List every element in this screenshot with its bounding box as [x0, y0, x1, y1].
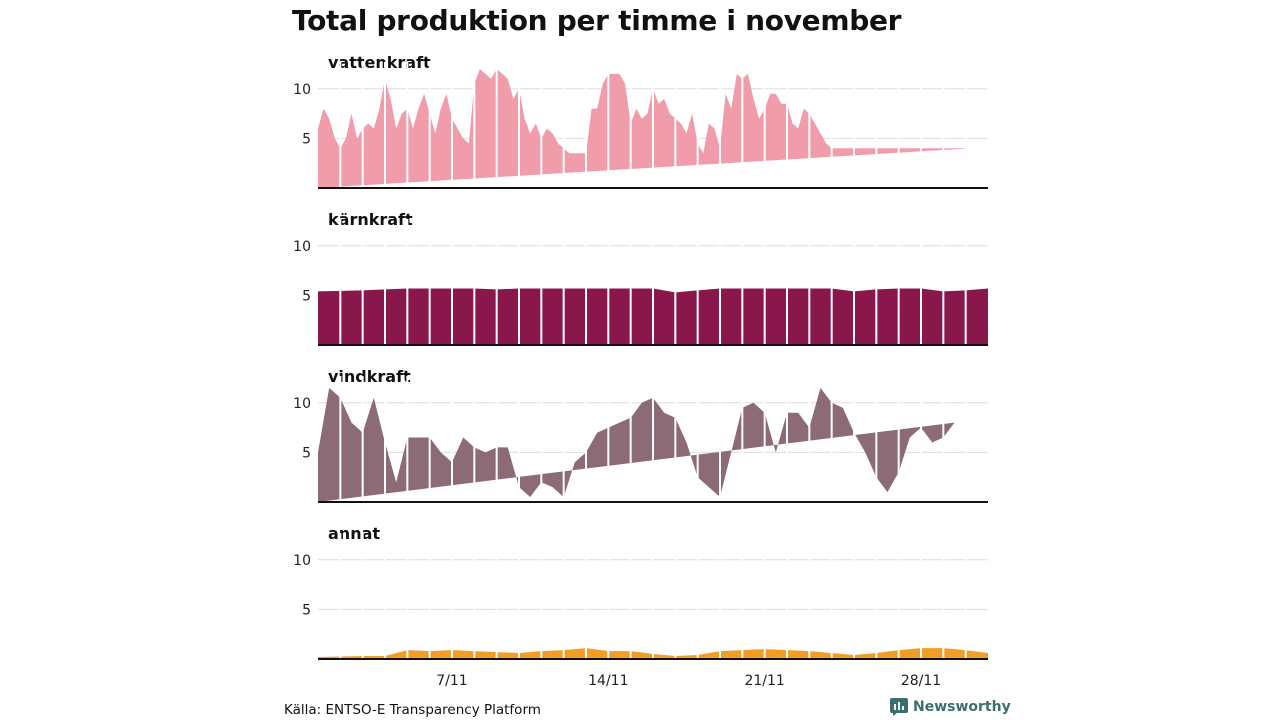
- y-tick-label: 5: [302, 445, 311, 461]
- brand-name: Newsworthy: [913, 699, 1011, 715]
- x-tick-label: 14/11: [588, 673, 628, 689]
- newsworthy-logo-icon: [890, 698, 908, 716]
- x-tick-label: 28/11: [901, 673, 941, 689]
- x-tick-label: 7/11: [436, 673, 467, 689]
- y-tick-label: 5: [302, 288, 311, 304]
- x-tick-label: 21/11: [744, 673, 784, 689]
- area-series: [318, 648, 988, 659]
- panel-title: vindkraft: [328, 367, 411, 386]
- y-tick-label: 10: [293, 239, 311, 255]
- panel-title: vattenkraft: [328, 53, 431, 72]
- y-tick-label: 5: [302, 602, 311, 618]
- brand-logo: Newsworthy: [890, 698, 1011, 716]
- y-tick-label: 5: [302, 131, 311, 147]
- chart-title: Total produktion per timme i november: [292, 4, 902, 37]
- source-note: Källa: ENTSO-E Transparency Platform: [284, 702, 541, 718]
- area-series: [318, 69, 972, 188]
- y-tick-label: 10: [293, 396, 311, 412]
- panel-title: kärnkraft: [328, 210, 413, 229]
- y-tick-label: 10: [293, 82, 311, 98]
- y-tick-label: 10: [293, 553, 311, 569]
- panel-title: annat: [328, 524, 380, 543]
- area-series: [318, 387, 955, 502]
